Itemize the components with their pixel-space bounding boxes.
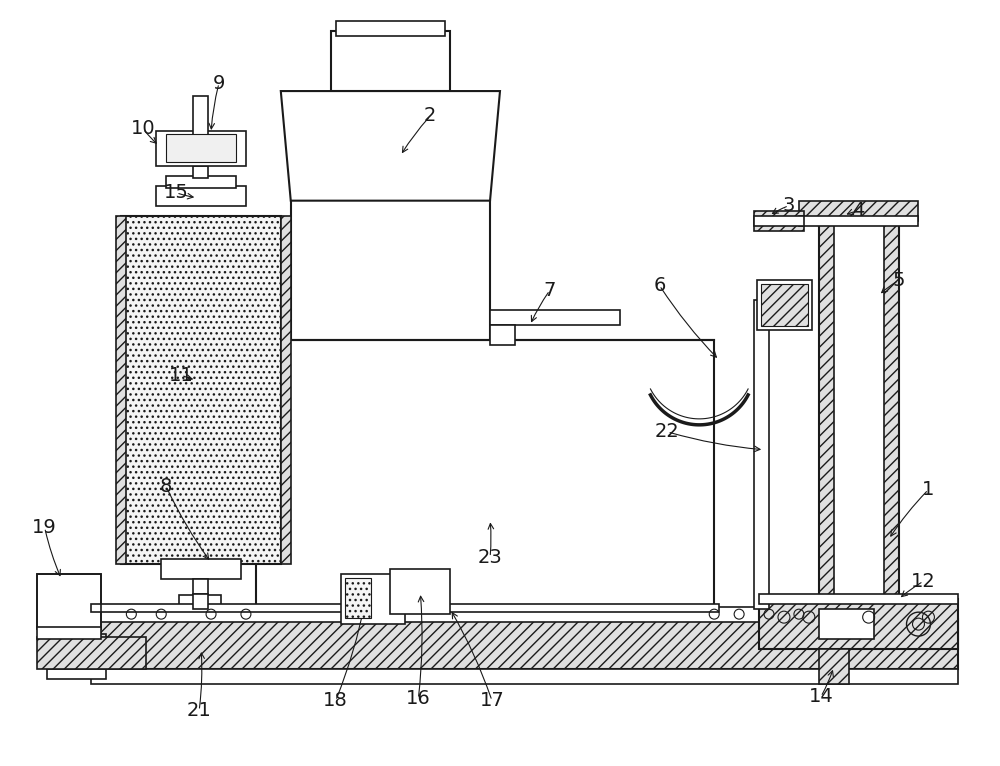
- Bar: [161, 559, 241, 579]
- Bar: [179, 595, 221, 607]
- Bar: [336, 21, 445, 36]
- Bar: [91, 669, 958, 684]
- Text: 4: 4: [853, 201, 865, 220]
- Bar: [193, 165, 208, 178]
- Text: 14: 14: [808, 687, 833, 706]
- Polygon shape: [331, 31, 450, 91]
- Bar: [166, 175, 236, 188]
- Text: 15: 15: [164, 183, 189, 202]
- Text: 10: 10: [131, 119, 156, 139]
- Bar: [759, 594, 958, 604]
- Bar: [47, 634, 106, 669]
- Bar: [754, 211, 804, 231]
- Text: 3: 3: [783, 196, 795, 215]
- Text: 12: 12: [911, 571, 936, 591]
- Bar: [757, 280, 812, 330]
- Bar: [193, 594, 208, 609]
- Bar: [759, 599, 958, 649]
- Text: 17: 17: [480, 692, 504, 710]
- Text: 6: 6: [653, 276, 666, 295]
- Bar: [37, 574, 101, 629]
- Bar: [390, 569, 450, 614]
- Polygon shape: [281, 91, 500, 201]
- Bar: [834, 221, 884, 604]
- Bar: [193, 96, 208, 136]
- Bar: [761, 284, 808, 326]
- Bar: [819, 609, 874, 639]
- Bar: [91, 604, 719, 612]
- Bar: [819, 215, 899, 609]
- Text: 8: 8: [160, 477, 172, 496]
- Bar: [490, 326, 515, 345]
- Bar: [47, 669, 106, 679]
- Bar: [116, 215, 126, 565]
- Text: 19: 19: [32, 518, 57, 537]
- Bar: [819, 649, 849, 684]
- Bar: [281, 215, 291, 565]
- Text: 21: 21: [187, 702, 211, 720]
- Bar: [121, 215, 281, 565]
- Bar: [37, 637, 146, 669]
- Bar: [37, 574, 101, 629]
- Bar: [37, 627, 101, 639]
- Bar: [490, 310, 620, 326]
- Text: 2: 2: [424, 106, 436, 126]
- Text: 18: 18: [323, 692, 348, 710]
- Bar: [754, 215, 804, 225]
- Bar: [156, 185, 246, 205]
- Bar: [799, 215, 918, 225]
- Text: 1: 1: [922, 480, 935, 499]
- Text: 11: 11: [169, 365, 194, 385]
- Bar: [91, 619, 958, 669]
- Bar: [193, 579, 208, 594]
- Text: 22: 22: [655, 422, 680, 441]
- Text: 9: 9: [213, 74, 225, 93]
- Bar: [156, 131, 246, 165]
- Text: 16: 16: [406, 689, 431, 709]
- Bar: [345, 578, 371, 618]
- Text: 7: 7: [544, 281, 556, 300]
- Bar: [166, 134, 236, 162]
- Bar: [341, 574, 405, 624]
- Bar: [799, 201, 918, 221]
- Bar: [256, 340, 714, 614]
- Bar: [754, 300, 769, 609]
- Text: 5: 5: [892, 271, 905, 290]
- Text: 23: 23: [478, 548, 502, 567]
- Bar: [91, 607, 958, 622]
